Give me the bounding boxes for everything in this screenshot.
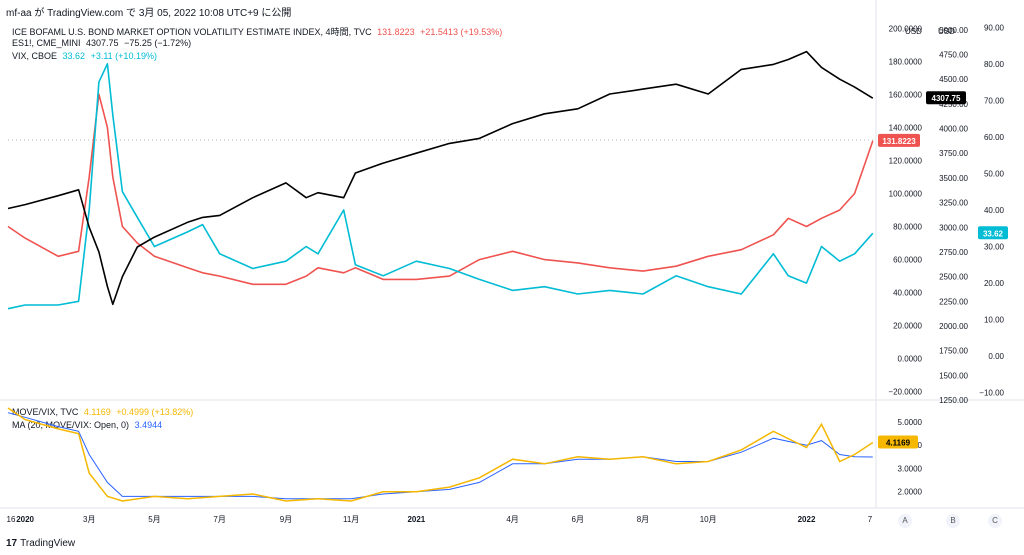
usd-label-b: USD <box>938 27 955 36</box>
axis-a-tick: 200.0000 <box>889 24 923 33</box>
axis-a-tick: 160.0000 <box>889 90 923 99</box>
usd-label-a: USD <box>905 27 922 36</box>
axis-b-tick: 4000.00 <box>939 125 968 134</box>
time-tick: 9月 <box>280 515 292 524</box>
axis-lower-tick: 3.0000 <box>898 464 923 473</box>
price-tag-vix-bg <box>978 226 1008 240</box>
time-tick: 7月 <box>213 515 225 524</box>
legend-vix[interactable]: VIX, CBOE 33.62 +3.11 (+10.19%) <box>12 51 160 61</box>
legend-move-label: ICE BOFAML U.S. BOND MARKET OPTION VOLAT… <box>12 27 372 37</box>
axis-a-tick: 140.0000 <box>889 123 923 132</box>
legend-vix-value: 33.62 <box>62 51 86 61</box>
scale-button-b[interactable]: B <box>946 514 960 528</box>
legend-ratio-change: +0.4999 (+13.82%) <box>116 407 194 417</box>
time-tick: 6月 <box>572 515 584 524</box>
publish-header: mf-aa が TradingView.com で 3月 05, 2022 10… <box>6 8 292 19</box>
legend-ma-value: 3.4944 <box>134 420 163 430</box>
axis-b-tick: 4500.00 <box>939 75 968 84</box>
legend-ma-label: MA (20, MOVE/VIX: Open, 0) <box>12 420 130 430</box>
time-tick: 7 <box>868 515 873 524</box>
legend-ratio-value: 4.1169 <box>83 407 111 417</box>
legend-es[interactable]: ES1!, CME_MINI 4307.75 −75.25 (−1.72%) <box>12 38 194 48</box>
axis-b-tick: 3750.00 <box>939 149 968 158</box>
price-tag-ratio: 4.1169 <box>886 438 911 447</box>
footer-brand: TradingView <box>20 538 76 549</box>
axis-b-tick: 3000.00 <box>939 223 968 232</box>
axis-c-tick: 10.00 <box>984 316 1005 325</box>
legend-es-label: ES1!, CME_MINI <box>12 38 81 48</box>
legend-vix-label: VIX, CBOE <box>12 51 58 61</box>
axis-b-tick: 2250.00 <box>939 297 968 306</box>
time-tick: 5月 <box>148 515 160 524</box>
legend-ratio[interactable]: MOVE/VIX, TVC 4.1169 +0.4999 (+13.82%) <box>12 407 196 417</box>
tradingview-logo: 17 <box>6 538 18 549</box>
time-tick: 8月 <box>637 515 649 524</box>
axis-c-tick: 90.00 <box>984 23 1005 32</box>
axis-b-tick: 3500.00 <box>939 174 968 183</box>
time-tick: 3月 <box>83 515 95 524</box>
price-tag-ratio-bg <box>878 435 918 449</box>
legend-ratio-label: MOVE/VIX, TVC <box>12 407 79 417</box>
legend-move[interactable]: ICE BOFAML U.S. BOND MARKET OPTION VOLAT… <box>12 25 505 38</box>
axis-c-tick: 30.00 <box>984 243 1005 252</box>
time-tick: 4月 <box>506 515 518 524</box>
move-series-line <box>7 93 874 286</box>
scale-button-c[interactable]: C <box>988 514 1002 528</box>
time-tick: 2022 <box>798 515 816 524</box>
axis-a-tick: 120.0000 <box>889 156 923 165</box>
axis-c-tick: 50.00 <box>984 169 1005 178</box>
axis-b-tick: 2500.00 <box>939 273 968 282</box>
time-tick: 11月 <box>343 515 359 524</box>
axis-a-tick: 0.0000 <box>898 355 923 364</box>
axis-b-tick: 1250.00 <box>939 396 968 405</box>
price-tag-move: 131.8223 <box>882 137 916 146</box>
legend-move-value: 131.8223 <box>377 27 415 37</box>
axis-lower-tick: 2.0000 <box>898 488 923 497</box>
axis-c-tick: 0.00 <box>988 352 1004 361</box>
axis-a-tick: 60.0000 <box>893 256 922 265</box>
axis-c-tick: 20.00 <box>984 279 1005 288</box>
axis-c-tick: 40.00 <box>984 206 1005 215</box>
axis-c-tick: 60.00 <box>984 133 1005 142</box>
axis-c-tick: 70.00 <box>984 96 1005 105</box>
legend-ma[interactable]: MA (20, MOVE/VIX: Open, 0) 3.4944 <box>12 420 165 430</box>
axis-b-tick: 2000.00 <box>939 322 968 331</box>
axis-c-tick: 80.00 <box>984 60 1005 69</box>
axis-b-tick: 1500.00 <box>939 371 968 380</box>
legend-es-change: −75.25 (−1.72%) <box>124 38 192 48</box>
axis-c-tick: −10.00 <box>979 389 1004 398</box>
axis-a-tick: 20.0000 <box>893 322 922 331</box>
axis-a-tick: 100.0000 <box>889 189 923 198</box>
scale-button-a[interactable]: A <box>898 514 912 528</box>
axis-b-tick: 3250.00 <box>939 199 968 208</box>
time-tick: 2021 <box>407 515 425 524</box>
axis-lower-tick: 5.0000 <box>898 418 923 427</box>
axis-b-tick: 4250.00 <box>939 100 968 109</box>
time-tick: 10月 <box>700 515 717 524</box>
axis-b-tick: 5000.00 <box>939 26 968 35</box>
legend-vix-change: +3.11 (+10.19%) <box>90 51 157 61</box>
price-tag-es-bg <box>926 91 966 105</box>
legend-move-change: +21.5413 (+19.53%) <box>420 27 503 37</box>
time-tick: 16 <box>7 515 16 524</box>
ratio-series-line <box>7 407 874 502</box>
ma-series-line <box>7 412 873 500</box>
legend-es-value: 4307.75 <box>86 38 119 48</box>
price-tag-es: 4307.75 <box>932 94 961 103</box>
axis-a-tick: −20.0000 <box>888 388 922 397</box>
axis-b-tick: 2750.00 <box>939 248 968 257</box>
price-tag-vix: 33.62 <box>983 229 1004 238</box>
vix-series-line <box>7 62 874 310</box>
time-tick: 2020 <box>16 515 34 524</box>
price-tag-move-bg <box>878 133 920 147</box>
axis-a-tick: 80.0000 <box>893 223 922 232</box>
axis-a-tick: 40.0000 <box>893 289 922 298</box>
axis-b-tick: 4750.00 <box>939 51 968 60</box>
axis-a-tick: 180.0000 <box>889 57 923 66</box>
es-series-line <box>7 50 874 306</box>
axis-b-tick: 1750.00 <box>939 347 968 356</box>
footer[interactable]: 17 TradingView <box>6 538 75 549</box>
